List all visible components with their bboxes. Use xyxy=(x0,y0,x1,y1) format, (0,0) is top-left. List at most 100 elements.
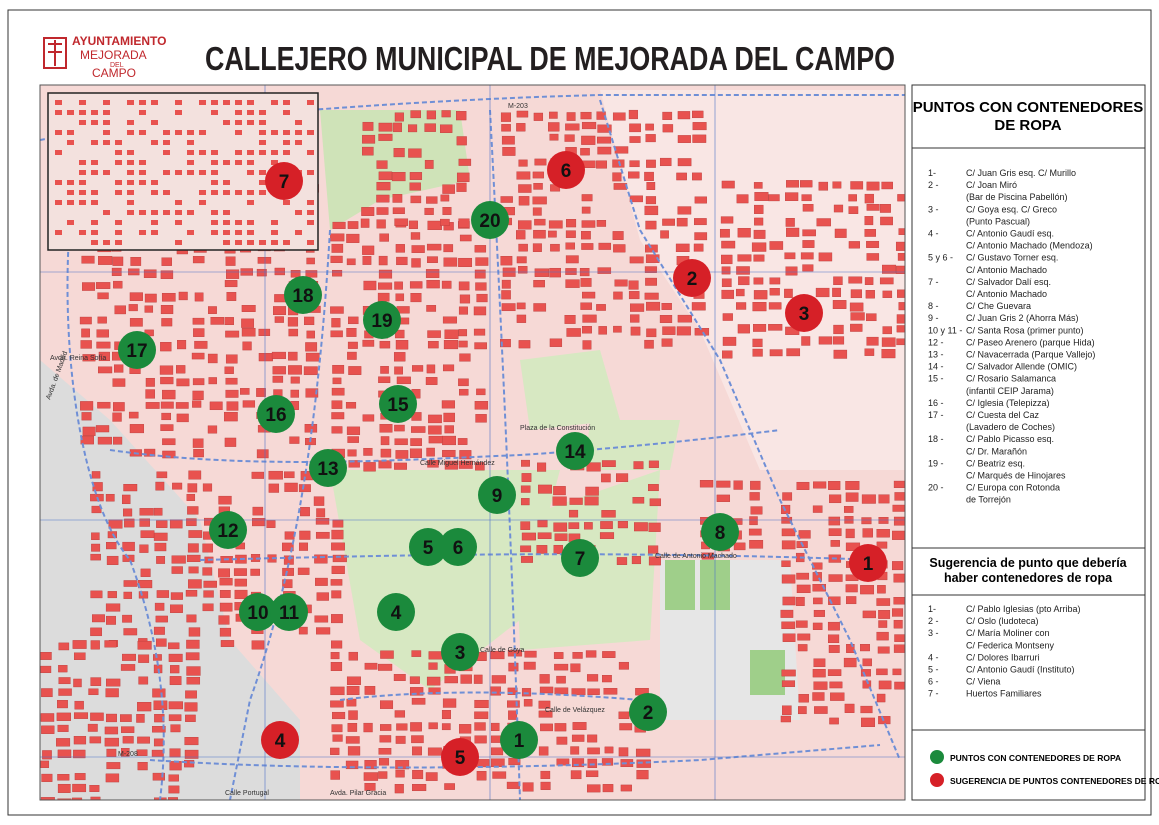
building-block xyxy=(394,352,405,361)
building-block xyxy=(645,206,658,215)
building-block xyxy=(894,517,905,525)
green-marker-label: 20 xyxy=(479,211,500,232)
building-block xyxy=(192,353,204,359)
building-block xyxy=(227,402,238,411)
building-block xyxy=(243,342,252,350)
building-block xyxy=(331,614,342,623)
building-block xyxy=(394,282,402,290)
street-label: M-208 xyxy=(118,751,138,758)
building-block xyxy=(749,529,761,535)
building-block xyxy=(331,771,340,780)
building-block xyxy=(332,712,345,719)
building-block xyxy=(348,366,361,374)
building-block xyxy=(598,268,611,274)
building-block xyxy=(211,190,218,195)
building-block xyxy=(163,130,170,135)
building-block xyxy=(127,150,134,155)
building-block xyxy=(849,277,862,283)
building-block xyxy=(518,221,531,230)
building-block xyxy=(535,159,547,165)
building-block xyxy=(192,401,201,408)
building-block xyxy=(831,540,840,546)
building-block xyxy=(830,682,843,688)
building-block xyxy=(603,784,613,792)
building-block xyxy=(738,277,749,285)
building-block xyxy=(199,150,206,155)
building-block xyxy=(556,676,565,683)
building-block xyxy=(849,194,857,201)
building-block xyxy=(637,770,649,779)
building-block xyxy=(738,255,752,262)
building-block xyxy=(782,622,795,629)
building-block xyxy=(428,415,441,423)
building-block xyxy=(67,200,74,205)
building-block xyxy=(440,125,452,133)
building-block xyxy=(378,293,389,301)
building-block xyxy=(79,190,86,195)
building-block xyxy=(130,318,142,326)
building-block xyxy=(509,663,519,671)
building-block xyxy=(307,200,314,205)
building-block xyxy=(866,241,878,248)
building-block xyxy=(172,556,186,564)
building-block xyxy=(695,233,707,240)
building-block xyxy=(259,150,266,155)
building-block xyxy=(363,256,371,264)
building-block xyxy=(187,230,194,235)
building-block xyxy=(139,180,146,185)
building-block xyxy=(411,426,425,432)
building-block xyxy=(156,556,164,563)
street-label: M-203 xyxy=(508,103,528,110)
building-block xyxy=(204,591,214,598)
building-block xyxy=(163,170,170,175)
building-block xyxy=(600,521,612,528)
building-block xyxy=(534,280,545,287)
building-block xyxy=(332,591,342,598)
building-block xyxy=(442,436,455,445)
building-block xyxy=(860,585,873,594)
building-block xyxy=(428,221,442,230)
building-block xyxy=(457,183,467,192)
building-block xyxy=(662,339,672,347)
building-block xyxy=(508,711,517,720)
building-block xyxy=(443,317,457,323)
building-block xyxy=(770,241,783,249)
building-block xyxy=(74,713,88,719)
building-block xyxy=(861,669,871,676)
building-block xyxy=(519,160,528,167)
building-block xyxy=(115,180,122,185)
building-block xyxy=(299,627,307,634)
building-block xyxy=(411,196,421,203)
building-block xyxy=(332,566,345,574)
building-block xyxy=(223,220,230,225)
building-block xyxy=(605,747,613,753)
building-block xyxy=(55,130,62,135)
building-block xyxy=(475,245,486,252)
building-block xyxy=(177,414,189,422)
building-block xyxy=(257,450,268,458)
building-block xyxy=(163,190,170,195)
item-text: C/ Dolores Ibarruri xyxy=(966,652,1040,662)
building-block xyxy=(299,531,310,540)
building-block xyxy=(538,533,551,539)
building-block xyxy=(734,543,745,550)
building-block xyxy=(316,532,329,538)
building-block xyxy=(396,340,408,349)
building-block xyxy=(332,388,344,395)
item-text: C/ Salvador Dalí esq. xyxy=(966,277,1051,287)
building-block xyxy=(876,669,887,675)
building-block xyxy=(145,306,153,313)
building-block xyxy=(521,460,529,466)
building-block xyxy=(139,130,146,135)
item-text: C/ Dr. Marañón xyxy=(966,446,1027,456)
building-block xyxy=(427,111,436,119)
building-block xyxy=(172,567,183,574)
building-block xyxy=(91,641,100,650)
field xyxy=(750,650,785,695)
building-block xyxy=(193,256,204,263)
building-block xyxy=(175,110,182,115)
building-block xyxy=(348,342,357,349)
building-block xyxy=(223,120,230,125)
building-block xyxy=(412,365,423,371)
building-block xyxy=(247,120,254,125)
